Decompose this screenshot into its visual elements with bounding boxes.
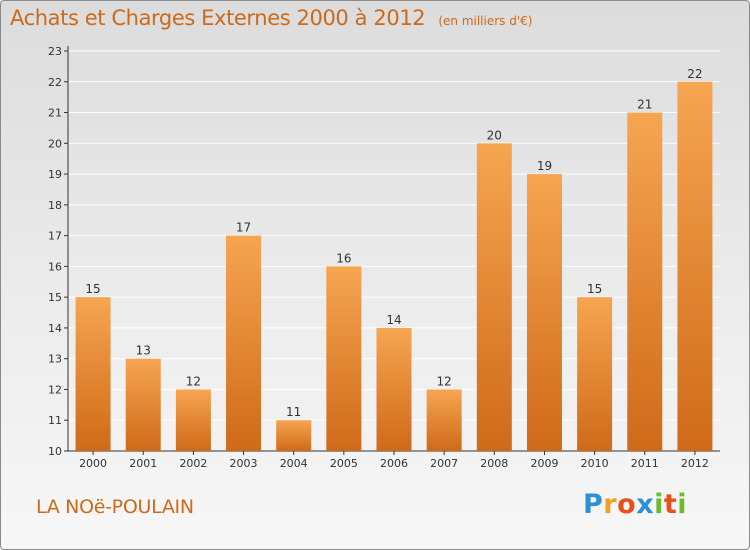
data-label: 22 [687,67,702,81]
x-tick-label: 2008 [480,457,508,470]
data-label: 15 [587,282,602,296]
x-tick-label: 2001 [129,457,157,470]
logo-letter: i [654,489,664,520]
logo-letter: o [617,489,637,520]
bar [376,327,412,451]
bar [326,266,362,451]
bar [175,389,211,451]
data-label: 17 [236,221,251,235]
logo-letter: t [663,489,678,520]
x-tick-label: 2010 [581,457,609,470]
y-tick-label: 19 [48,168,62,181]
x-tick-label: 2009 [530,457,558,470]
x-tick-label: 2006 [380,457,408,470]
bar [577,297,613,451]
y-tick-label: 11 [48,414,62,427]
data-label: 11 [286,405,301,419]
logo-letter: i [677,489,688,520]
bar [75,297,111,451]
chart-subtitle: (en milliers d'€) [438,14,533,28]
data-label: 14 [386,313,401,327]
data-label: 16 [336,251,351,265]
y-tick-label: 18 [48,199,62,212]
x-tick-label: 2002 [179,457,207,470]
y-tick-label: 22 [48,76,62,89]
y-tick-label: 10 [48,445,62,458]
bar [426,389,462,451]
y-tick-label: 17 [48,230,62,243]
bar [526,174,562,452]
bar [677,81,713,452]
data-label: 13 [136,344,151,358]
bar-chart: 10 11 12 13 14 15 16 17 18 19 20 21 22 23 15 2000 13 2001… [48,45,720,470]
x-tick-label: 2012 [681,457,709,470]
bar [125,358,161,451]
title-row: Achats et Charges Externes 2000 à 2012 (… [10,6,532,30]
data-label: 21 [637,98,652,112]
logo-letter: P [583,489,604,520]
y-tick-label: 15 [48,291,62,304]
y-tick-label: 16 [48,260,62,273]
bar [476,143,512,452]
x-tick-label: 2003 [230,457,258,470]
logo-letter: x [636,489,655,520]
x-tick-label: 2004 [280,457,308,470]
chart-title: Achats et Charges Externes 2000 à 2012 [10,6,426,30]
x-tick-label: 2011 [631,457,659,470]
data-label: 20 [487,128,502,142]
bar [226,235,262,451]
proxiti-logo: Proxiti [583,489,687,520]
data-label: 19 [537,159,552,173]
x-tick-label: 2000 [79,457,107,470]
y-tick-label: 23 [48,45,62,58]
data-label: 12 [437,374,452,388]
y-tick-label: 20 [48,137,62,150]
data-label: 12 [186,374,201,388]
bar [276,420,312,451]
y-tick-label: 21 [48,107,62,120]
x-tick-label: 2007 [430,457,458,470]
y-tick-label: 14 [48,322,62,335]
y-tick-label: 12 [48,383,62,396]
data-label: 15 [85,282,100,296]
logo-letter: r [603,489,618,520]
bar [627,112,663,452]
y-tick-label: 13 [48,353,62,366]
x-tick-label: 2005 [330,457,358,470]
commune-name: LA NOë-POULAIN [36,496,194,518]
